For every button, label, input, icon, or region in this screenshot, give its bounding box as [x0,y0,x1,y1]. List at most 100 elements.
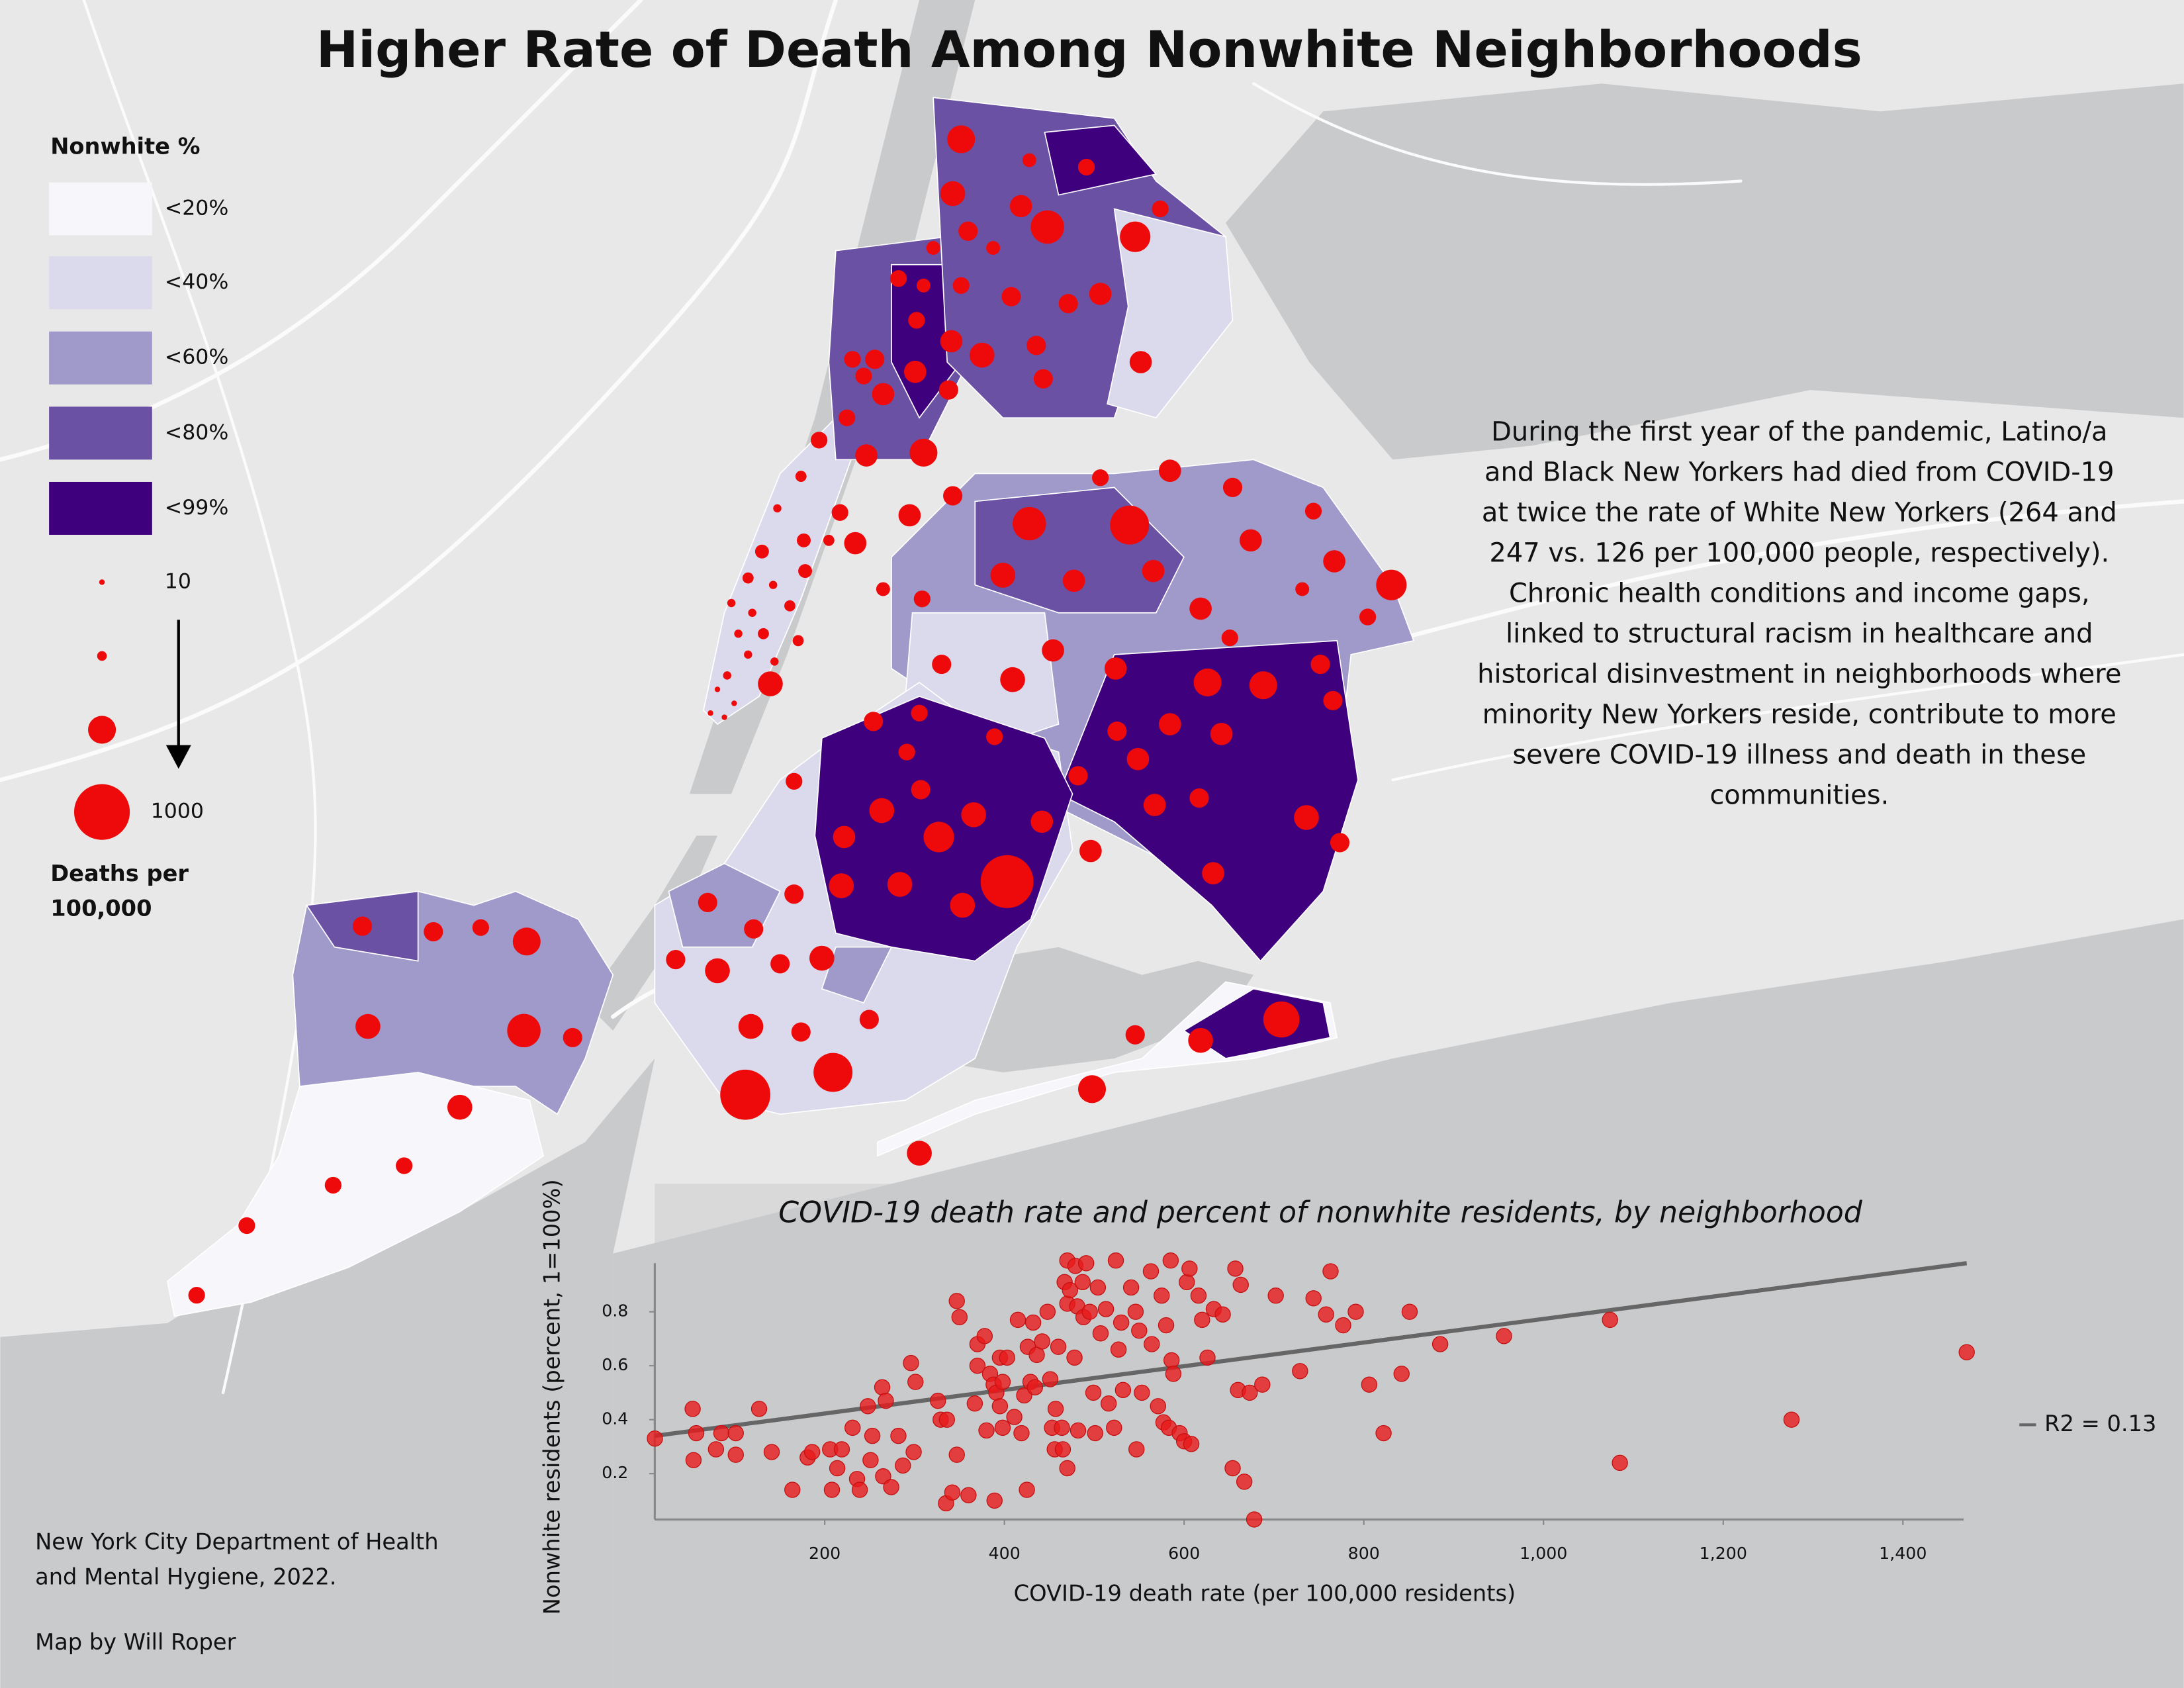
map-bubble [744,650,752,659]
scatter-point [1024,1314,1042,1331]
map-bubble [770,954,790,974]
map-bubble [1104,657,1127,680]
scatter-point [1214,1306,1231,1323]
map-bubble [748,608,756,617]
map-bubble [864,712,884,731]
map-bubble [1126,747,1150,771]
scatter-point [1115,1382,1132,1399]
map-bubble [1068,766,1088,786]
x-tick-label: 600 [1168,1544,1200,1563]
map-bubble [1222,477,1243,497]
map-bubble [872,383,895,406]
scatter-point [851,1481,868,1498]
map-bubble [1202,862,1224,885]
scatter-point [1254,1376,1271,1393]
map-bubble [424,921,443,942]
legend-size-circle [99,579,105,585]
scatter-point [803,1444,821,1460]
y-axis-label: Nonwhite residents (percent, 1=100%) [539,1179,565,1615]
legend-size-title: 100,000 [50,895,152,921]
scatter-point [1154,1287,1170,1304]
map-bubble [784,884,804,904]
map-bubble [913,590,931,608]
map-bubble [911,780,931,800]
map-bubble [1026,336,1046,355]
map-bubble [855,367,872,385]
scatter-point [948,1293,965,1309]
scatter-point [860,1398,876,1415]
scatter-point [1074,1274,1091,1291]
map-bubble [1188,1027,1213,1053]
legend-size-circle [97,651,107,661]
map-bubble [911,704,928,722]
map-bubble [898,504,921,527]
scatter-point [1162,1252,1179,1269]
map-bubble [1125,1025,1145,1045]
scatter-point [1958,1344,1975,1360]
scatter-point [1054,1419,1070,1436]
map-bubble [831,504,848,521]
scatter-point [684,1401,701,1417]
legend-swatch [49,481,152,535]
map-bubble [1158,459,1181,482]
scatter-point [1127,1303,1144,1320]
scatter-point [1612,1454,1628,1472]
map-bubble [1058,294,1078,314]
scatter-point [1050,1338,1067,1355]
scatter-point [1305,1290,1322,1307]
scatter-point [1026,1379,1044,1395]
scatter-point [969,1357,986,1374]
map-bubble [352,916,373,936]
map-bubble [792,635,804,647]
map-bubble [887,872,913,897]
scatter-point [890,1427,907,1444]
map-bubble [1310,655,1330,675]
scatter-point [948,1446,965,1463]
map-bubble [1001,287,1021,306]
map-bubble [833,825,856,849]
map-bubble [714,686,721,692]
map-bubble [188,1287,205,1304]
map-bubble [823,534,835,546]
map-bubble [839,409,856,426]
map-bubble [720,1069,770,1120]
map-bubble [1142,559,1165,583]
scatter-point [878,1392,894,1409]
scatter-point [1066,1349,1083,1366]
scatter-point [1783,1411,1800,1428]
map-bubble [990,563,1016,588]
map-bubble [1079,839,1102,863]
x-tick-label: 200 [809,1544,841,1563]
map-bubble [784,600,796,612]
scatter-point [1110,1341,1127,1358]
map-bubble [932,655,952,675]
y-tick-label: 0.4 [602,1409,628,1429]
bubbles [188,125,1407,1304]
map-bubble [447,1094,473,1120]
map-bubble [1092,469,1109,487]
scatter-point [1318,1306,1334,1323]
scatter-point [1081,1303,1098,1320]
scatter-point [1393,1366,1410,1382]
map-bubble [1210,722,1233,745]
map-bubble [721,714,727,720]
map-bubble [1249,671,1277,700]
scatter-point [1009,1311,1026,1329]
map-bubble [1323,690,1343,710]
legend-label: <20% [165,197,229,220]
scatter-point [1190,1287,1207,1304]
description-line: Chronic health conditions and income gap… [1509,578,2090,608]
scatter-point [1246,1511,1263,1528]
map-bubble [958,221,978,241]
map-bubble [909,438,938,467]
scatter-point [1085,1384,1102,1401]
scatter-point [1089,1279,1107,1296]
legend-label: <40% [165,270,229,294]
map-bubble [563,1027,582,1048]
map-bubble [1107,722,1127,741]
legend-swatch [49,406,152,460]
scatter-point [1069,1422,1087,1439]
map-bubble [876,582,890,596]
scatter-point [784,1481,801,1498]
